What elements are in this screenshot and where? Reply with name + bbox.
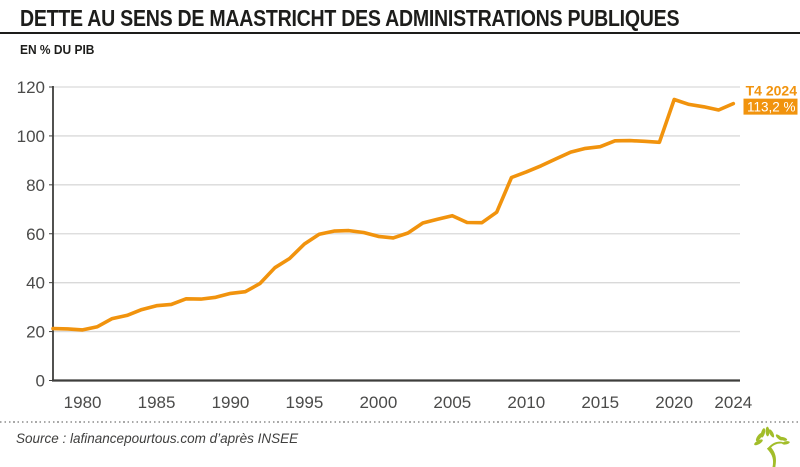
y-axis-label: 40: [26, 274, 45, 293]
y-axis-label: 60: [26, 225, 45, 244]
tree-icon: [754, 426, 790, 467]
x-axis-label: 2000: [359, 393, 397, 412]
annotation-value-box: [743, 98, 798, 115]
x-axis-label: 2005: [433, 393, 471, 412]
y-axis-label: 100: [17, 127, 45, 146]
source-text: Source : lafinancepourtous.com d’après I…: [16, 431, 299, 446]
x-axis-label: 2015: [581, 393, 619, 412]
x-axis-label: 1995: [286, 393, 324, 412]
y-axis-label: 0: [36, 372, 45, 391]
x-axis-label: 2020: [655, 393, 693, 412]
y-axis-label: 120: [17, 78, 45, 97]
footer-divider: [0, 421, 800, 423]
y-axis-label: 20: [26, 323, 45, 342]
chart-subtitle: EN % DU PIB: [20, 42, 95, 57]
x-axis-label: 2024: [714, 393, 752, 412]
title-divider: [0, 32, 800, 34]
x-axis-label: 1980: [64, 393, 102, 412]
annotation-value: 113,2 %: [747, 100, 796, 115]
x-axis-label: 2010: [507, 393, 545, 412]
y-axis-label: 80: [26, 176, 45, 195]
debt-series-line: [51, 97, 736, 332]
x-axis-label: 1985: [138, 393, 176, 412]
x-axis-label: 1990: [212, 393, 250, 412]
page-title: DETTE AU SENS DE MAASTRICHT DES ADMINIST…: [20, 5, 680, 31]
annotation-label: T4 2024: [746, 83, 798, 99]
